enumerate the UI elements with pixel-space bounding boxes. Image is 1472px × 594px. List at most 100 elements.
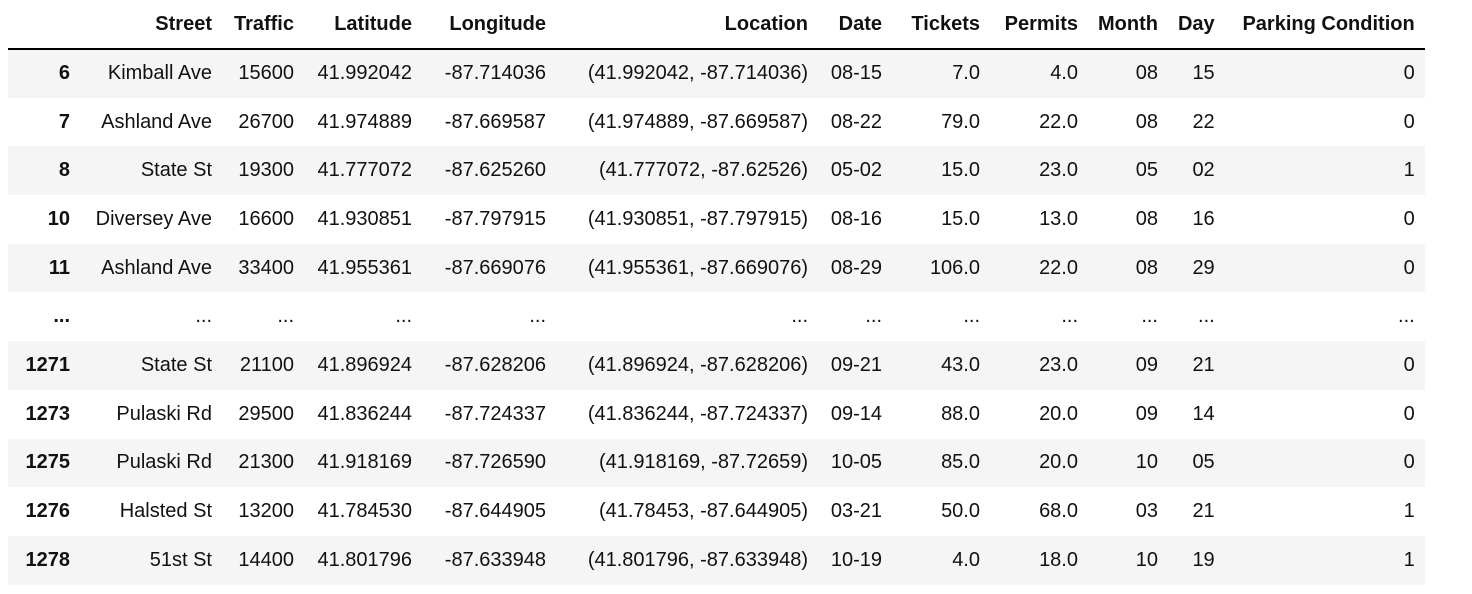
cell-longitude: -87.726590 bbox=[444, 451, 546, 474]
table-row: 8 State St 19300 41.777072 -87.625260 (41.777… bbox=[8, 146, 1425, 196]
cell-latitude: 41.918169 bbox=[317, 451, 412, 474]
cell-date: 08-16 bbox=[830, 207, 882, 230]
cell-latitude: 41.955361 bbox=[317, 256, 412, 279]
cell-date: ... bbox=[865, 305, 882, 328]
cell-location: (41.777072, -87.62526) bbox=[598, 159, 808, 182]
header-tickets: Tickets bbox=[892, 0, 990, 50]
cell-location: (41.918169, -87.72659) bbox=[598, 451, 808, 474]
cell-tickets: 88.0 bbox=[941, 402, 980, 425]
header-longitude: Longitude bbox=[422, 0, 556, 50]
cell-day: 22 bbox=[1192, 110, 1215, 133]
dataframe-table: Street Traffic Latitude Longitude Locati… bbox=[8, 0, 1425, 585]
header-date: Date bbox=[818, 0, 892, 50]
cell-parking-condition: 0 bbox=[1403, 451, 1415, 474]
cell-traffic: 21300 bbox=[238, 451, 294, 474]
cell-longitude: -87.633948 bbox=[444, 548, 546, 571]
cell-longitude: -87.628206 bbox=[444, 353, 546, 376]
row-index: 1275 bbox=[25, 451, 71, 474]
cell-date: 05-02 bbox=[830, 159, 882, 182]
header-latitude: Latitude bbox=[304, 0, 422, 50]
cell-location: (41.955361, -87.669076) bbox=[587, 256, 808, 279]
header-index bbox=[8, 0, 80, 50]
cell-longitude: -87.714036 bbox=[444, 62, 546, 85]
cell-latitude: 41.801796 bbox=[317, 548, 412, 571]
cell-parking-condition: 0 bbox=[1403, 110, 1415, 133]
header-parking-condition: Parking Condition bbox=[1224, 0, 1425, 50]
cell-day: 21 bbox=[1192, 353, 1215, 376]
cell-street: Pulaski Rd bbox=[116, 451, 212, 474]
cell-parking-condition: 0 bbox=[1403, 353, 1415, 376]
cell-day: 15 bbox=[1192, 62, 1215, 85]
cell-tickets: 85.0 bbox=[941, 451, 980, 474]
cell-longitude: -87.797915 bbox=[444, 207, 546, 230]
cell-permits: 68.0 bbox=[1039, 500, 1078, 523]
cell-location: (41.974889, -87.669587) bbox=[587, 110, 808, 133]
cell-tickets: 43.0 bbox=[941, 353, 980, 376]
cell-date: 03-21 bbox=[830, 500, 882, 523]
table-row: 1271 State St 21100 41.896924 -87.628206 (41.… bbox=[8, 341, 1425, 390]
cell-location: (41.836244, -87.724337) bbox=[587, 402, 808, 425]
cell-tickets: 7.0 bbox=[952, 62, 980, 85]
cell-parking-condition: 1 bbox=[1403, 500, 1415, 523]
cell-traffic: 29500 bbox=[238, 402, 294, 425]
cell-permits: 23.0 bbox=[1039, 159, 1078, 182]
cell-location: (41.801796, -87.633948) bbox=[587, 548, 808, 571]
cell-longitude: -87.724337 bbox=[444, 402, 546, 425]
cell-permits: ... bbox=[1061, 305, 1078, 328]
row-index: 8 bbox=[58, 159, 70, 182]
cell-traffic: 15600 bbox=[238, 62, 294, 85]
cell-month: 08 bbox=[1135, 110, 1158, 133]
cell-day: 19 bbox=[1192, 548, 1215, 571]
cell-month: ... bbox=[1141, 305, 1158, 328]
cell-traffic: 26700 bbox=[238, 110, 294, 133]
cell-date: 10-19 bbox=[830, 548, 882, 571]
header-traffic: Traffic bbox=[222, 0, 304, 50]
cell-location: ... bbox=[791, 305, 808, 328]
header-row: Street Traffic Latitude Longitude Locati… bbox=[8, 0, 1425, 50]
cell-street: Diversey Ave bbox=[95, 207, 212, 230]
cell-tickets: 79.0 bbox=[941, 110, 980, 133]
cell-month: 09 bbox=[1135, 402, 1158, 425]
cell-month: 08 bbox=[1135, 256, 1158, 279]
cell-tickets: 4.0 bbox=[952, 548, 980, 571]
cell-parking-condition: 1 bbox=[1403, 159, 1415, 182]
cell-traffic: 19300 bbox=[238, 159, 294, 182]
cell-location: (41.992042, -87.714036) bbox=[587, 62, 808, 85]
cell-tickets: 15.0 bbox=[941, 159, 980, 182]
cell-month: 09 bbox=[1135, 353, 1158, 376]
table-row: 1278 51st St 14400 41.801796 -87.633948 (41.8… bbox=[8, 535, 1425, 585]
cell-traffic: 16600 bbox=[238, 207, 294, 230]
cell-month: 08 bbox=[1135, 207, 1158, 230]
cell-latitude: 41.784530 bbox=[317, 500, 412, 523]
table-row: 10 Diversey Ave 16600 41.930851 -87.797915 (4… bbox=[8, 195, 1425, 244]
cell-street: Ashland Ave bbox=[101, 110, 212, 133]
row-index: 1276 bbox=[25, 500, 71, 523]
cell-parking-condition: 0 bbox=[1403, 62, 1415, 85]
cell-street: 51st St bbox=[149, 548, 212, 571]
cell-permits: 4.0 bbox=[1050, 62, 1078, 85]
cell-date: 08-29 bbox=[830, 256, 882, 279]
cell-date: 10-05 bbox=[830, 451, 882, 474]
cell-day: ... bbox=[1198, 305, 1215, 328]
cell-day: 29 bbox=[1192, 256, 1215, 279]
cell-longitude: -87.669076 bbox=[444, 256, 546, 279]
cell-date: 08-15 bbox=[830, 62, 882, 85]
header-permits: Permits bbox=[990, 0, 1088, 50]
cell-day: 05 bbox=[1192, 451, 1215, 474]
cell-permits: 23.0 bbox=[1039, 353, 1078, 376]
table-body: 6 Kimball Ave 15600 41.992042 -87.714036 (41.… bbox=[8, 49, 1425, 585]
table-row: 1275 Pulaski Rd 21300 41.918169 -87.726590 (4… bbox=[8, 438, 1425, 488]
cell-traffic: 14400 bbox=[238, 548, 294, 571]
cell-tickets: ... bbox=[963, 305, 980, 328]
cell-longitude: -87.625260 bbox=[444, 159, 546, 182]
cell-month: 08 bbox=[1135, 62, 1158, 85]
header-month: Month bbox=[1088, 0, 1168, 50]
cell-latitude: 41.836244 bbox=[317, 402, 412, 425]
table-row: 6 Kimball Ave 15600 41.992042 -87.714036 (41.… bbox=[8, 49, 1425, 98]
cell-location: (41.78453, -87.644905) bbox=[598, 500, 808, 523]
cell-tickets: 15.0 bbox=[941, 207, 980, 230]
dataframe-output: Street Traffic Latitude Longitude Locati… bbox=[8, 0, 1425, 585]
row-index: 10 bbox=[47, 207, 70, 230]
row-index: 1278 bbox=[25, 548, 71, 571]
cell-permits: 20.0 bbox=[1039, 451, 1078, 474]
